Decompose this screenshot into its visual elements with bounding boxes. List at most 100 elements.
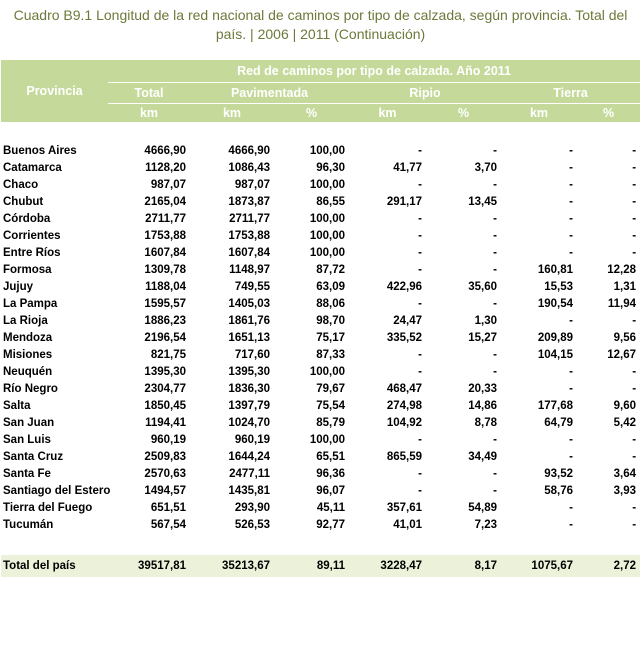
table-row: Chubut 2165,04 1873,87 86,55 291,17 13,45 - - <box>1 193 640 210</box>
header-total: Total <box>108 82 190 104</box>
table-cell: 9,60 <box>613 399 637 412</box>
province-name: La Rioja <box>3 314 48 327</box>
table-cell: - <box>418 365 422 378</box>
table-cell: 1128,20 <box>145 161 186 174</box>
total-cell: 3228,47 <box>349 555 426 577</box>
table-cell: - <box>569 144 573 157</box>
table-cell: 1861,76 <box>228 314 270 327</box>
spacer-row <box>1 533 640 555</box>
table-cell: 177,68 <box>537 399 573 412</box>
table-cell: - <box>493 348 497 361</box>
table-cell: 291,17 <box>386 195 422 208</box>
unit-tierra-pct: % <box>577 103 641 122</box>
table-row: Misiones 821,75 717,60 87,33 - - 104,15 12,67 <box>1 346 640 363</box>
province-name: San Luis <box>3 433 51 446</box>
table-row: Formosa 1309,78 1148,97 87,72 - - 160,81 12,28 <box>1 261 640 278</box>
table-cell: 1309,78 <box>144 263 186 276</box>
table-row: Río Negro 2304,77 1836,30 79,67 468,47 20,33 -… <box>1 380 640 397</box>
table-cell: 41,77 <box>393 161 422 174</box>
table-cell: 293,90 <box>234 501 270 514</box>
table-cell: 2570,63 <box>144 467 186 480</box>
table-cell: 96,30 <box>316 161 345 174</box>
table-cell: - <box>418 144 422 157</box>
table-cell: 357,61 <box>386 501 422 514</box>
table-cell: 960,19 <box>150 433 186 446</box>
table-cell: 4666,90 <box>228 144 270 157</box>
table-cell: 100,00 <box>309 365 345 378</box>
province-name: Catamarca <box>3 161 62 174</box>
unit-ripio-pct: % <box>426 103 501 122</box>
table-row: Jujuy 1188,04 749,55 63,09 422,96 35,60 15,53 1… <box>1 278 640 295</box>
table-row: La Pampa 1595,57 1405,03 88,06 - - 190,54 11,94 <box>1 295 640 312</box>
table-cell: 100,00 <box>309 144 345 157</box>
table-cell: 54,89 <box>468 501 497 514</box>
table-cell: - <box>632 229 637 242</box>
table-cell: 1836,30 <box>228 382 270 395</box>
table-cell: 335,52 <box>386 331 422 344</box>
table-cell: 15,27 <box>468 331 497 344</box>
table-cell: 88,06 <box>316 297 345 310</box>
table-cell: - <box>493 433 497 446</box>
table-cell: - <box>418 178 422 191</box>
total-label: Total del país <box>1 555 108 577</box>
table-cell: 14,86 <box>468 399 497 412</box>
table-cell: - <box>569 178 573 191</box>
table-cell: 987,07 <box>234 178 270 191</box>
table-cell: 209,89 <box>537 331 573 344</box>
table-cell: 3,70 <box>474 161 497 174</box>
table-cell: 11,94 <box>607 297 637 310</box>
province-name: San Juan <box>3 416 55 429</box>
table-cell: 5,42 <box>613 416 637 429</box>
table-cell: 87,33 <box>316 348 345 361</box>
table-cell: 104,92 <box>386 416 422 429</box>
province-name: La Pampa <box>3 297 58 310</box>
table-row: Corrientes 1753,88 1753,88 100,00 - - - - <box>1 227 640 244</box>
table-cell: 79,67 <box>316 382 345 395</box>
table-cell: 35,60 <box>468 280 497 293</box>
header-tierra: Tierra <box>501 82 641 104</box>
table-cell: - <box>493 263 497 276</box>
table-cell: 100,00 <box>309 433 345 446</box>
province-name: Buenos Aires <box>3 144 77 157</box>
table-cell: 96,07 <box>316 484 345 497</box>
table-row: Salta 1850,45 1397,79 75,54 274,98 14,86 177,6… <box>1 397 640 414</box>
table-cell: 190,54 <box>537 297 573 310</box>
province-name: Corrientes <box>3 229 61 242</box>
table-cell: - <box>569 212 573 225</box>
table-cell: 567,54 <box>150 518 186 531</box>
province-name: Neuquén <box>3 365 53 378</box>
total-cell: 2,72 <box>577 555 641 577</box>
table-row: La Rioja 1886,23 1861,76 98,70 24,47 1,30 - - <box>1 312 640 329</box>
table-row: Tucumán 567,54 526,53 92,77 41,01 7,23 - - <box>1 516 640 533</box>
table-cell: - <box>632 144 637 157</box>
table-cell: 160,81 <box>537 263 573 276</box>
table-row: Santa Cruz 2509,83 1644,24 65,51 865,59 34,49… <box>1 448 640 465</box>
table-cell: - <box>569 229 573 242</box>
roads-table: Provincia Red de caminos por tipo de cal… <box>1 60 641 577</box>
table-cell: 2196,54 <box>144 331 186 344</box>
table-cell: 1395,30 <box>228 365 270 378</box>
table-cell: - <box>418 229 422 242</box>
table-cell: 2304,77 <box>144 382 186 395</box>
header-group: Red de caminos por tipo de calzada. Año … <box>108 60 641 83</box>
table-cell: 100,00 <box>309 178 345 191</box>
table-cell: - <box>418 212 422 225</box>
table-cell: 12,28 <box>607 263 637 276</box>
table-cell: - <box>632 246 637 259</box>
table-cell: - <box>418 467 422 480</box>
table-cell: - <box>418 246 422 259</box>
table-cell: 1148,97 <box>229 263 270 276</box>
table-cell: 1651,13 <box>228 331 270 344</box>
table-cell: 1405,03 <box>228 297 270 310</box>
table-cell: - <box>569 365 573 378</box>
spacer-row <box>1 122 640 142</box>
table-cell: 1595,57 <box>144 297 186 310</box>
table-cell: - <box>632 314 637 327</box>
table-cell: 3,64 <box>613 467 637 480</box>
table-cell: 8,78 <box>474 416 497 429</box>
province-name: Córdoba <box>3 212 51 225</box>
table-title: Cuadro B9.1 Longitud de la red nacional … <box>13 7 628 42</box>
table-cell: - <box>493 212 497 225</box>
table-cell: - <box>493 144 497 157</box>
table-cell: 987,07 <box>150 178 186 191</box>
